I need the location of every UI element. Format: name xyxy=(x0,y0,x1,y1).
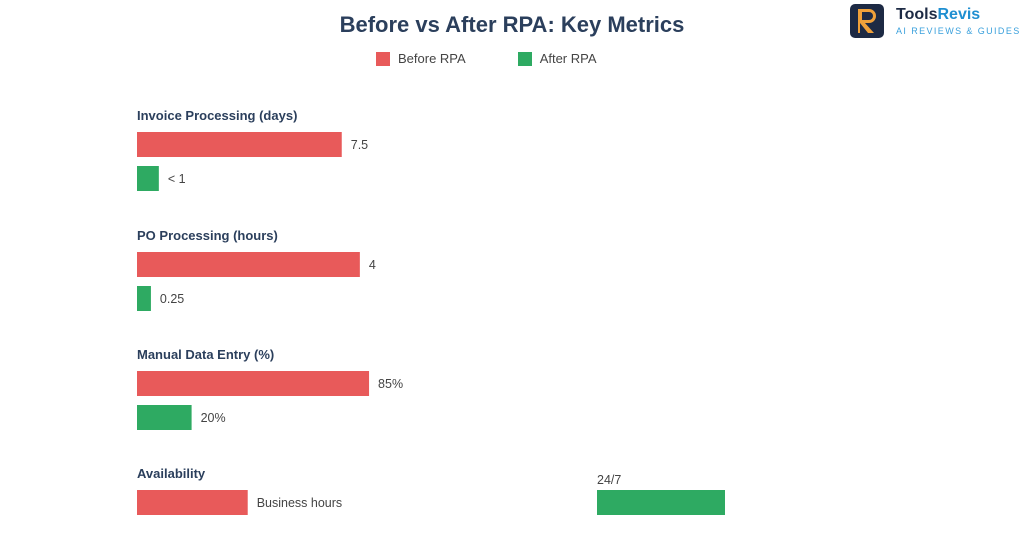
bar-after xyxy=(137,166,159,191)
category-label: Manual Data Entry (%) xyxy=(137,347,274,362)
bar-value-label: 4 xyxy=(369,258,376,272)
bar-before xyxy=(137,371,370,396)
legend-item-after: After RPA xyxy=(517,51,597,66)
bar-value-label: 7.5 xyxy=(351,138,368,152)
bar-before xyxy=(137,490,248,515)
bar-before xyxy=(137,252,360,277)
legend-swatch-before xyxy=(376,51,390,66)
legend-label-after: After RPA xyxy=(539,51,597,66)
legend-label-before: Before RPA xyxy=(398,51,466,66)
brand-tagline: AI REVIEWS & GUIDES xyxy=(896,25,1021,36)
category-label: PO Processing (hours) xyxy=(137,228,278,243)
chart-legend: Before RPA After RPA xyxy=(376,51,649,66)
category-label: Availability xyxy=(137,466,206,481)
bar-before xyxy=(137,132,342,157)
bar-value-label: 0.25 xyxy=(160,292,184,306)
category-label: Invoice Processing (days) xyxy=(137,108,297,123)
bar-value-label: 24/7 xyxy=(597,473,621,487)
bar-after xyxy=(137,405,192,430)
bar-after xyxy=(597,490,725,515)
brand-name: ToolsRevis xyxy=(896,5,981,23)
brand-logo[interactable]: ToolsRevis AI REVIEWS & GUIDES xyxy=(850,4,1021,38)
legend-item-before: Before RPA xyxy=(376,51,466,66)
bar-value-label: 20% xyxy=(201,411,226,425)
brand-logo-icon xyxy=(850,4,884,38)
bar-value-label: < 1 xyxy=(168,172,186,186)
bar-after xyxy=(137,286,151,311)
bar-value-label: Business hours xyxy=(257,496,342,510)
legend-swatch-after xyxy=(517,51,532,66)
chart-title: Before vs After RPA: Key Metrics xyxy=(339,12,685,37)
bar-value-label: 85% xyxy=(378,377,403,391)
